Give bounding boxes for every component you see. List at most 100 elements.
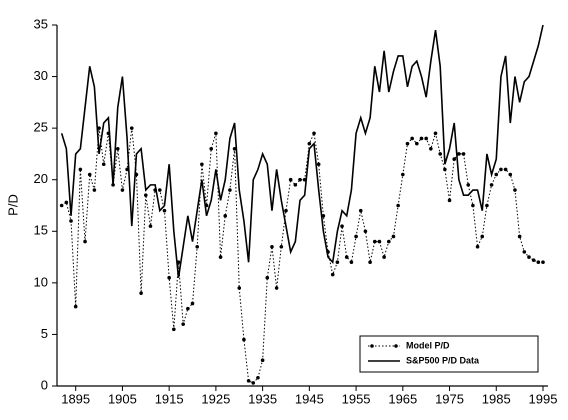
data-point xyxy=(438,152,442,156)
data-point xyxy=(536,260,541,265)
data-point xyxy=(410,136,414,141)
x-tick-label: 1985 xyxy=(482,391,511,406)
x-tick-label: 1935 xyxy=(248,391,277,406)
data-point xyxy=(330,272,335,277)
data-point xyxy=(214,131,218,136)
data-point xyxy=(433,131,438,136)
data-point xyxy=(218,255,223,259)
data-point xyxy=(499,167,503,172)
data-point xyxy=(120,188,125,192)
data-point xyxy=(405,141,410,146)
data-point xyxy=(475,244,480,249)
x-tick-label: 1925 xyxy=(201,391,230,406)
data-point xyxy=(64,200,69,205)
data-point xyxy=(78,167,83,172)
data-point xyxy=(293,183,298,187)
x-tick-label: 1995 xyxy=(529,391,558,406)
data-point xyxy=(415,141,419,146)
legend-label: Model P/D xyxy=(406,340,450,350)
y-tick-label: 35 xyxy=(34,16,48,31)
data-point xyxy=(288,177,293,182)
x-tick-label: 1905 xyxy=(108,391,137,406)
y-tick-label: 5 xyxy=(41,326,48,341)
data-point xyxy=(372,239,377,244)
data-point xyxy=(270,244,274,249)
data-point xyxy=(97,126,101,130)
data-point xyxy=(158,188,162,192)
data-point xyxy=(284,208,288,213)
y-tick-label: 10 xyxy=(34,274,48,289)
data-point xyxy=(513,188,517,192)
data-point xyxy=(260,358,265,363)
data-point xyxy=(232,146,237,151)
data-point xyxy=(223,214,228,218)
legend-label: S&P500 P/D Data xyxy=(406,355,480,365)
data-point xyxy=(172,327,176,332)
data-point xyxy=(485,203,489,208)
series-line xyxy=(60,24,544,278)
data-point xyxy=(377,239,382,244)
x-tick-label: 1915 xyxy=(155,391,184,406)
data-point xyxy=(527,255,531,259)
data-point xyxy=(461,152,466,156)
data-point xyxy=(471,203,475,208)
data-point xyxy=(531,258,536,262)
legend-marker xyxy=(370,344,374,348)
data-point xyxy=(59,203,64,208)
y-tick-label: 0 xyxy=(41,377,48,392)
data-point xyxy=(349,260,354,265)
data-point xyxy=(279,244,284,249)
data-point xyxy=(195,244,199,249)
data-point xyxy=(344,255,349,259)
x-tick-label: 1945 xyxy=(295,391,324,406)
data-point xyxy=(340,224,344,228)
data-point xyxy=(508,172,513,177)
series-line xyxy=(61,128,543,384)
data-point xyxy=(368,260,372,265)
data-point xyxy=(228,188,232,192)
data-point xyxy=(298,177,302,182)
data-point xyxy=(83,239,87,244)
data-point xyxy=(92,188,97,192)
x-tick-label: 1975 xyxy=(435,391,464,406)
data-point xyxy=(181,322,185,326)
data-point xyxy=(237,286,242,290)
data-point xyxy=(517,234,522,239)
data-point xyxy=(354,234,358,239)
y-axis-label: P/D xyxy=(5,194,20,216)
data-point xyxy=(242,337,246,342)
data-point xyxy=(316,162,321,167)
data-point xyxy=(265,275,270,280)
x-tick-label: 1955 xyxy=(342,391,371,406)
data-point xyxy=(363,229,368,234)
data-point xyxy=(274,286,279,290)
data-point xyxy=(424,136,428,141)
data-point xyxy=(139,291,143,295)
data-point xyxy=(457,152,461,156)
data-point xyxy=(419,136,424,141)
data-point xyxy=(143,193,148,197)
data-point xyxy=(391,234,396,239)
data-point xyxy=(522,250,527,254)
data-point xyxy=(401,172,405,177)
data-point xyxy=(489,183,494,187)
legend-box xyxy=(359,335,539,373)
data-point xyxy=(386,239,391,244)
data-point xyxy=(307,141,312,146)
data-point xyxy=(396,203,400,208)
data-point xyxy=(148,224,153,228)
data-point xyxy=(443,167,447,172)
y-tick-label: 25 xyxy=(34,120,48,135)
data-point xyxy=(246,379,251,383)
data-point xyxy=(466,183,471,187)
data-point xyxy=(162,208,167,213)
data-point xyxy=(541,260,545,265)
data-point xyxy=(186,306,190,311)
data-point xyxy=(429,146,433,151)
data-point xyxy=(251,381,256,385)
data-point xyxy=(190,301,195,306)
data-point xyxy=(129,126,134,130)
legend-marker xyxy=(394,344,398,348)
